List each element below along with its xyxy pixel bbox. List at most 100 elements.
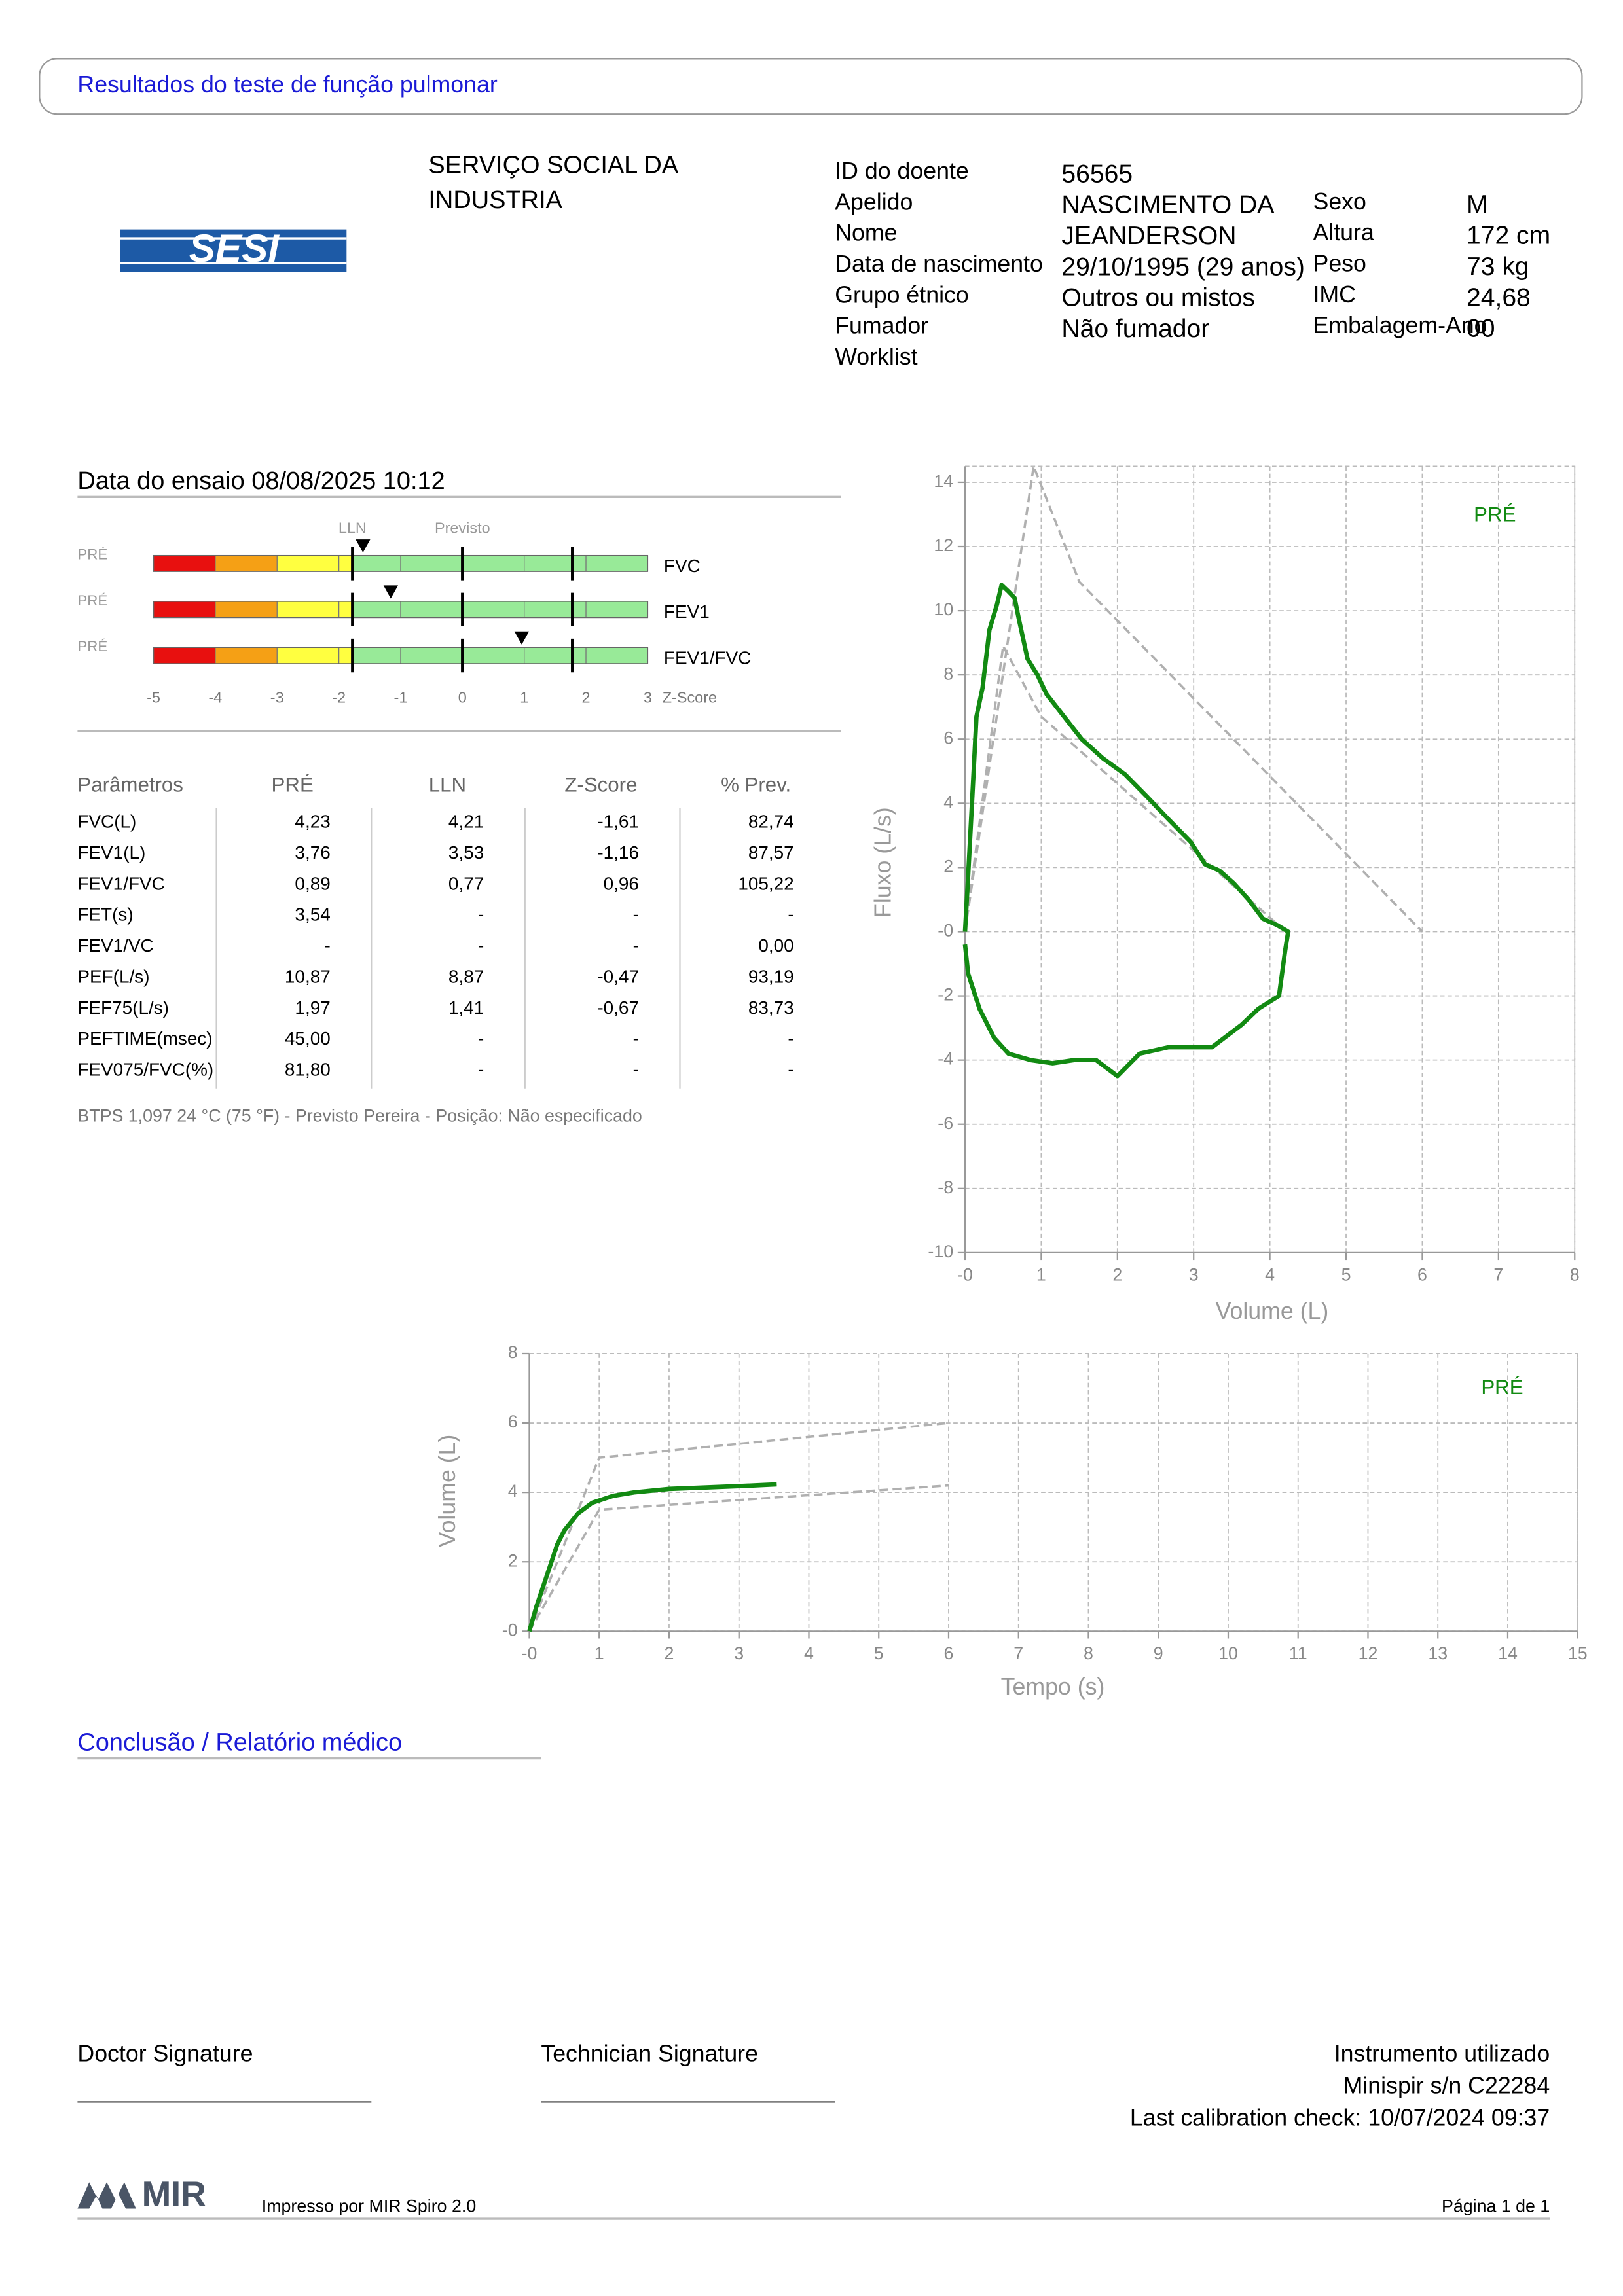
x-tick-label: 7 [1013,1643,1023,1663]
field-label: Sexo [1313,188,1366,215]
table-cell: 0,96 [604,873,639,893]
table-cell: 10,87 [285,966,331,986]
instrument: Last calibration check: 10/07/2024 09:37 [1130,2105,1550,2131]
x-tick-label: 4 [804,1643,814,1663]
zone [352,601,648,618]
z-tick-label: -5 [147,689,160,706]
z-axis-label: Z-Score [663,689,717,706]
table-cell: 93,19 [748,966,794,986]
row-group: PRÉ [77,638,107,655]
predicted-curve [528,1422,949,1632]
x-tick-label: 2 [665,1643,674,1663]
technician-signature: Technician Signature [541,2040,758,2066]
field-label: Fumador [835,313,928,339]
z-tick-label: -2 [332,689,346,706]
table-cell: - [788,905,793,925]
x-axis-title: Volume (L) [1216,1298,1329,1324]
table-cell: - [633,935,639,956]
table-header: LLN [429,774,466,797]
x-tick-label: 15 [1568,1643,1588,1663]
z-tick-label: -4 [208,689,222,706]
field-label: IMC [1313,281,1356,308]
z-tick-label: 3 [644,689,652,706]
field-label: ID do doente [835,158,969,184]
table-cell: 81,80 [285,1059,331,1079]
y-tick-label: 8 [943,664,953,683]
flow-curve [527,1482,777,1632]
x-tick-label: 4 [1265,1265,1275,1285]
predicted-curve [528,1484,949,1632]
y-tick-label: -6 [938,1113,953,1133]
y-tick-label: 14 [934,471,953,491]
table-cell: 45,00 [285,1028,331,1049]
y-tick-label: -0 [938,921,953,941]
field-label: Nome [835,220,897,246]
z-tick-label: -1 [394,689,408,706]
table-cell: 3,53 [448,842,484,863]
field-label: Data de nascimento [835,251,1043,277]
y-tick-label: 4 [508,1481,518,1501]
table-header: Parâmetros [77,774,183,797]
x-tick-label: 5 [874,1643,884,1663]
table-cell: FEV1/FVC [77,873,164,893]
y-tick-label: 8 [508,1342,518,1362]
field-value: 172 cm [1467,222,1550,250]
table-cell: 105,22 [738,873,793,893]
table-cell: 4,23 [295,812,330,832]
table-cell: - [478,1059,484,1079]
predicted-label: Previsto [435,520,490,537]
table-cell: -1,16 [597,842,639,863]
row-name: FEV1/FVC [664,648,751,668]
instrument: Minispir s/n C22284 [1343,2073,1550,2099]
x-tick-label: 7 [1493,1265,1503,1285]
table-cell: FET(s) [77,905,133,925]
field-value: 24,68 [1467,283,1531,312]
x-axis-title: Tempo (s) [1001,1674,1105,1700]
z-marker [356,539,371,553]
zone [277,601,353,618]
field-value: 56565 [1061,160,1133,188]
zone [277,647,353,664]
bar-frame [153,601,649,619]
table-cell: 3,54 [295,905,330,925]
bar-frame [153,554,649,572]
note: BTPS 1,097 24 °C (75 °F) - Previsto Pere… [77,1105,642,1125]
instrument: Instrumento utilizado [1334,2040,1550,2066]
table-cell: - [788,1059,793,1079]
table-header: Z-Score [564,774,637,797]
table-cell: 0,89 [295,873,330,893]
zone [153,647,215,664]
table-cell: 87,57 [748,842,794,863]
field-value: Outros ou mistos [1061,284,1254,312]
legend-label: PRÉ [1474,503,1516,526]
table-cell: -1,61 [597,812,639,832]
table-cell: PEF(L/s) [77,966,149,986]
table-cell: 8,87 [448,966,484,986]
y-tick-label: -0 [502,1620,518,1640]
y-tick-label: -4 [938,1049,953,1069]
y-tick-label: -10 [928,1242,953,1261]
row-name: FEV1 [664,601,710,622]
zone [277,555,353,572]
y-axis-title: Fluxo (L/s) [870,807,896,918]
y-tick-label: 10 [934,600,953,619]
table-header: PRÉ [272,774,314,797]
field-label: Apelido [835,188,913,215]
x-tick-label: 3 [734,1643,744,1663]
table-cell: FEV075/FVC(%) [77,1059,213,1079]
logo-mark [77,2182,136,2209]
x-tick-label: 14 [1498,1643,1518,1663]
x-tick-label: 13 [1428,1643,1448,1663]
table-header: % Prev. [721,774,791,797]
row-group: PRÉ [77,592,107,609]
y-tick-label: 6 [943,728,953,747]
table-cell: 82,74 [748,812,794,832]
zone [215,647,278,664]
test-date: Data do ensaio 08/08/2025 10:12 [77,467,445,495]
x-tick-label: 6 [1417,1265,1427,1285]
x-tick-label: 10 [1218,1643,1238,1663]
table-cell: 0,00 [758,935,793,956]
x-tick-label: 5 [1341,1265,1351,1285]
x-tick-label: 3 [1189,1265,1199,1285]
table-cell: - [478,905,484,925]
